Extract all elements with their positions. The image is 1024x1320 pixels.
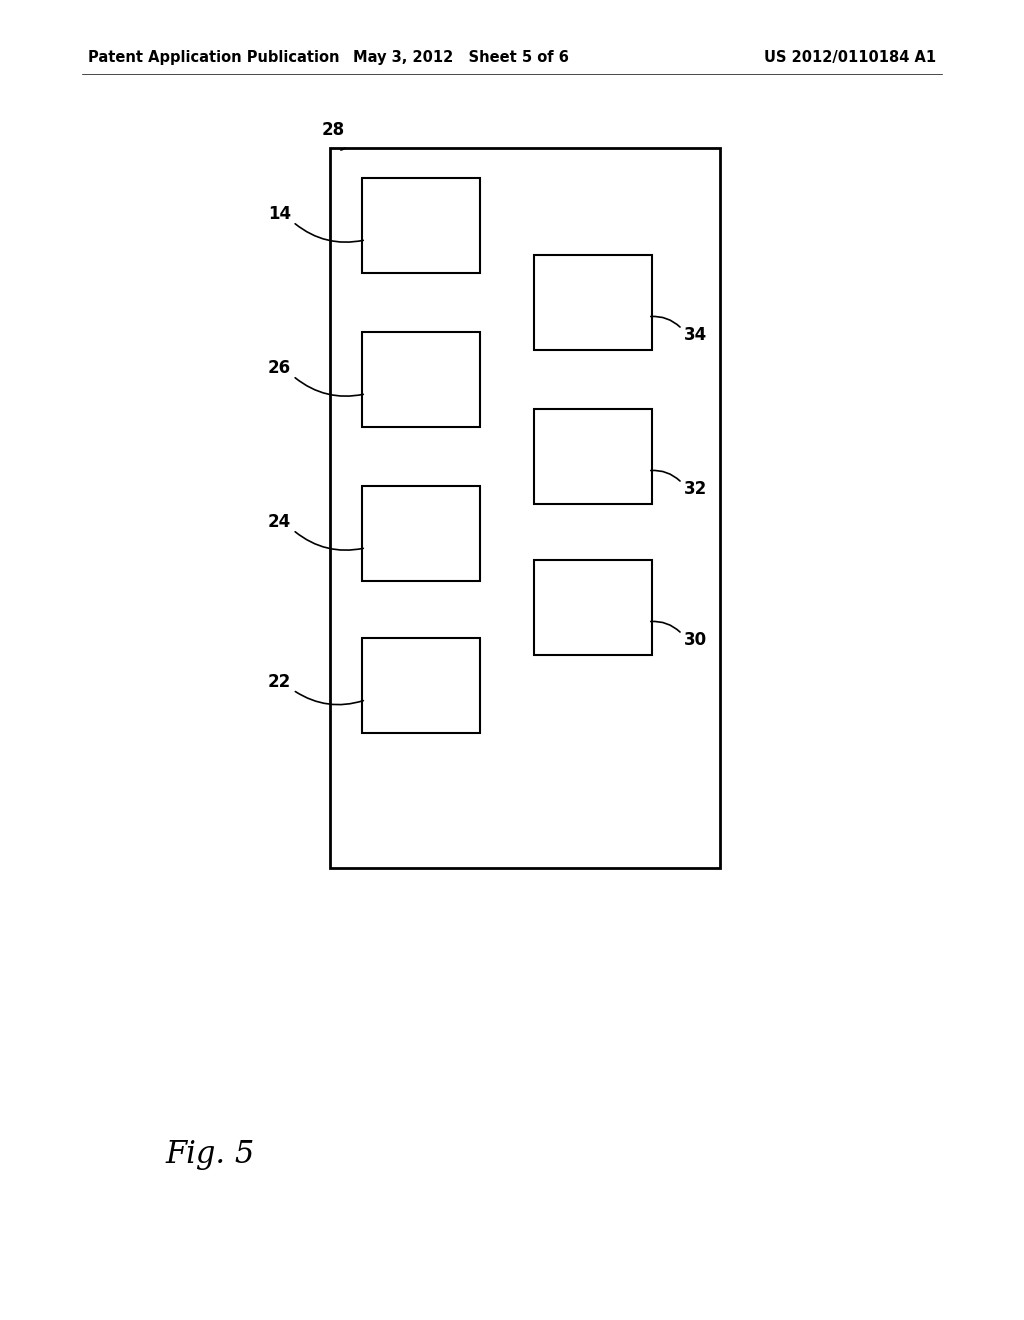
Bar [330,148,720,869]
Text: 24: 24 [267,513,291,531]
Text: May 3, 2012   Sheet 5 of 6: May 3, 2012 Sheet 5 of 6 [353,50,568,65]
Text: 30: 30 [684,631,708,649]
Text: 32: 32 [684,480,708,498]
Text: Fig. 5: Fig. 5 [165,1139,254,1171]
FancyArrowPatch shape [295,378,364,396]
Bar [534,560,652,655]
Text: Patent Application Publication: Patent Application Publication [88,50,340,65]
Bar [362,638,480,733]
Text: 34: 34 [684,326,708,345]
Text: 22: 22 [267,673,291,690]
Bar [362,486,480,581]
Bar [362,178,480,273]
Text: 26: 26 [268,359,291,378]
FancyArrowPatch shape [341,148,345,150]
Text: 14: 14 [268,205,291,223]
FancyArrowPatch shape [651,470,680,480]
Bar [362,333,480,426]
FancyArrowPatch shape [295,692,364,705]
FancyArrowPatch shape [651,317,680,327]
Text: 28: 28 [322,121,345,139]
FancyArrowPatch shape [295,224,364,242]
Text: US 2012/0110184 A1: US 2012/0110184 A1 [764,50,936,65]
FancyArrowPatch shape [651,622,680,632]
FancyArrowPatch shape [295,532,364,550]
Bar [534,409,652,504]
Bar [534,255,652,350]
